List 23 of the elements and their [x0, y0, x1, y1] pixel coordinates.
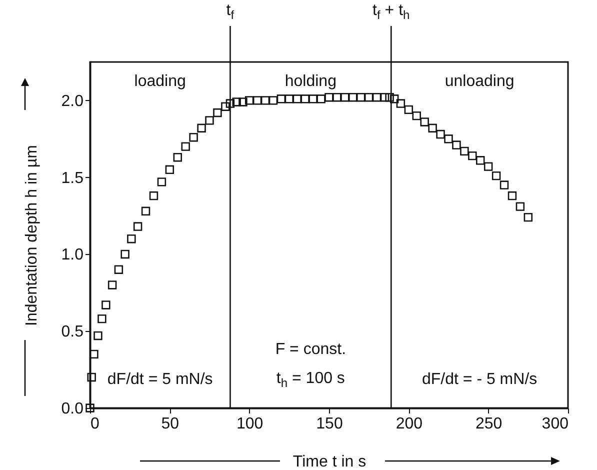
annotation: F = const. [275, 341, 346, 359]
x-tick-label: 250 [475, 416, 502, 432]
annotation: t$_{h}$ = 100 s [276, 370, 345, 390]
x-axis-title: Time t in s [292, 454, 366, 470]
ref-line-label: t$_{f}$ [226, 2, 234, 22]
y-tick-label: 2.0 [61, 92, 84, 110]
y-tick-label: 0.5 [61, 324, 84, 341]
y-tick-label: 1.5 [61, 170, 84, 187]
annotation: loading [134, 73, 186, 91]
x-tick-label: 150 [316, 416, 343, 432]
y-axis-title: Indentation depth h in µm [23, 145, 40, 326]
y-tick-label: 0.0 [61, 400, 84, 418]
x-tick-label: 50 [161, 416, 180, 432]
x-tick-label: 200 [396, 416, 423, 432]
annotation: dF/dt = 5 mN/s [107, 371, 213, 389]
ref-line-label: t$_{f}$ + t$_{h}$ [372, 2, 410, 22]
annotation: dF/dt = - 5 mN/s [422, 371, 538, 389]
annotation: holding [284, 73, 336, 91]
x-tick-label: 100 [236, 416, 264, 432]
x-tick-label: 300 [542, 416, 569, 432]
annotation: unloading [444, 73, 514, 91]
x-tick-label: 0 [90, 416, 100, 432]
y-tick-label: 1.0 [61, 246, 84, 264]
